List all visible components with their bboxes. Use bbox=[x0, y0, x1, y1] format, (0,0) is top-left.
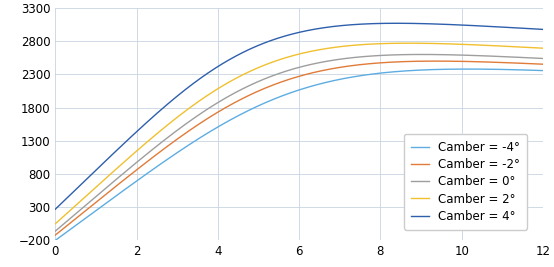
Line: Camber = -4°: Camber = -4° bbox=[55, 69, 543, 240]
Camber = -4° bbox=[422, 68, 428, 72]
Camber = -4° bbox=[52, 239, 59, 242]
Camber = 2° bbox=[473, 43, 479, 46]
Camber = -2° bbox=[363, 62, 370, 66]
Camber = -4° bbox=[335, 78, 342, 81]
Camber = -2° bbox=[473, 60, 479, 63]
Camber = -2° bbox=[433, 60, 439, 63]
Camber = 4° bbox=[423, 22, 429, 25]
Camber = 2° bbox=[406, 42, 412, 45]
Camber = -2° bbox=[335, 66, 342, 69]
Camber = -2° bbox=[82, 209, 89, 213]
Camber = 4° bbox=[348, 23, 355, 26]
Camber = 2° bbox=[82, 195, 89, 198]
Camber = -4° bbox=[348, 76, 355, 79]
Camber = 2° bbox=[363, 43, 370, 46]
Camber = 0° bbox=[82, 204, 89, 207]
Camber = 0° bbox=[348, 56, 355, 59]
Line: Camber = 4°: Camber = 4° bbox=[55, 23, 543, 209]
Camber = 2° bbox=[348, 44, 355, 47]
Camber = 0° bbox=[335, 58, 342, 61]
Line: Camber = 2°: Camber = 2° bbox=[55, 43, 543, 224]
Camber = 4° bbox=[393, 22, 400, 25]
Line: Camber = -2°: Camber = -2° bbox=[55, 61, 543, 235]
Line: Camber = 0°: Camber = 0° bbox=[55, 54, 543, 231]
Camber = 4° bbox=[473, 24, 479, 27]
Camber = -4° bbox=[540, 69, 546, 72]
Camber = 2° bbox=[540, 47, 546, 50]
Camber = -4° bbox=[82, 217, 89, 220]
Camber = 4° bbox=[540, 28, 546, 31]
Camber = -4° bbox=[465, 68, 471, 71]
Camber = 0° bbox=[423, 53, 429, 56]
Camber = 0° bbox=[418, 53, 425, 56]
Camber = 0° bbox=[52, 229, 59, 233]
Camber = 0° bbox=[363, 55, 370, 58]
Camber = -2° bbox=[422, 60, 428, 63]
Camber = -2° bbox=[540, 62, 546, 66]
Camber = -2° bbox=[52, 233, 59, 237]
Camber = 0° bbox=[473, 54, 479, 57]
Camber = 2° bbox=[335, 45, 342, 48]
Camber = -2° bbox=[348, 64, 355, 67]
Camber = 2° bbox=[52, 222, 59, 225]
Camber = 4° bbox=[52, 207, 59, 211]
Camber = -4° bbox=[363, 73, 370, 77]
Camber = 4° bbox=[363, 22, 370, 26]
Camber = -4° bbox=[473, 68, 479, 71]
Legend: Camber = -4°, Camber = -2°, Camber = 0°, Camber = 2°, Camber = 4°: Camber = -4°, Camber = -2°, Camber = 0°,… bbox=[404, 134, 527, 230]
Camber = 4° bbox=[82, 179, 89, 182]
Camber = 0° bbox=[540, 57, 546, 60]
Camber = 2° bbox=[423, 42, 429, 45]
Camber = 4° bbox=[335, 24, 342, 28]
